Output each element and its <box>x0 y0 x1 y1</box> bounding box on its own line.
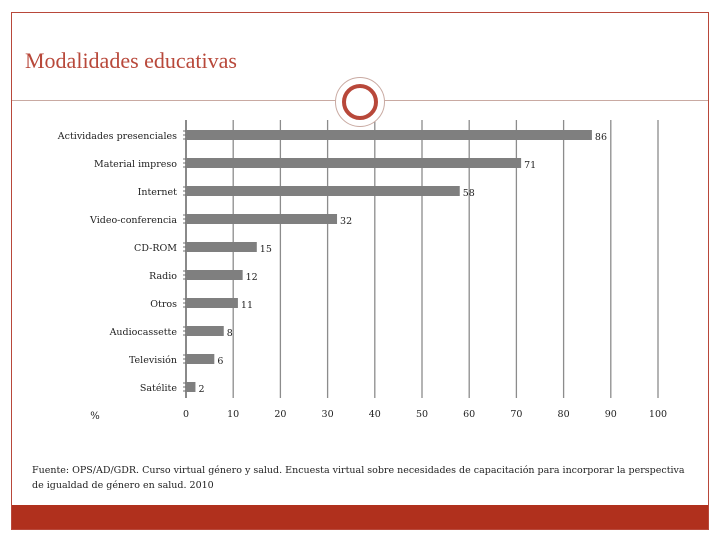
category-label: Video-conferencia <box>89 215 177 226</box>
category-label: Satélite <box>140 383 178 394</box>
slide-frame <box>11 12 709 530</box>
bar <box>186 298 238 308</box>
data-label: 71 <box>524 160 536 171</box>
data-label: 2 <box>198 384 204 395</box>
data-label: 58 <box>463 188 475 199</box>
data-label: 6 <box>217 356 223 367</box>
bar <box>186 270 243 280</box>
category-label: Otros <box>150 299 177 310</box>
bar <box>186 158 522 168</box>
source-note: Fuente: OPS/AD/GDR. Curso virtual género… <box>32 465 685 491</box>
bar <box>186 214 338 224</box>
data-label: 11 <box>241 300 253 311</box>
x-tick-label: 60 <box>463 409 475 420</box>
bar <box>186 326 224 336</box>
x-tick-label: 70 <box>510 409 522 420</box>
x-tick-label: 20 <box>274 409 286 420</box>
data-label: 12 <box>246 272 258 283</box>
bar <box>186 354 215 364</box>
category-labels: Actividades presenciales Material impreso… <box>57 131 178 394</box>
data-label: 86 <box>595 132 607 143</box>
x-tick-label: 50 <box>416 409 428 420</box>
data-label: 8 <box>227 328 233 339</box>
bar <box>186 130 592 140</box>
bottom-accent-band <box>12 505 708 529</box>
bar <box>186 242 257 252</box>
x-axis-label: % <box>90 411 100 422</box>
x-tick-label: 40 <box>369 409 381 420</box>
x-tick-label: 100 <box>649 409 667 420</box>
x-tick-label: 10 <box>227 409 239 420</box>
x-tick-label: 0 <box>183 409 189 420</box>
category-label: CD-ROM <box>134 243 177 254</box>
slide-title: Modalidades educativas <box>25 48 237 73</box>
category-label: Televisión <box>129 355 177 366</box>
category-label: Radio <box>149 271 177 282</box>
data-label: 15 <box>260 244 272 255</box>
ring-inner <box>342 84 378 120</box>
category-label: Internet <box>138 187 178 198</box>
x-tick-label: 80 <box>558 409 570 420</box>
bars <box>186 130 592 392</box>
category-label: Audiocassette <box>109 327 178 338</box>
decorative-ring-icon <box>335 77 385 127</box>
x-tick-label: 30 <box>322 409 334 420</box>
category-label: Actividades presenciales <box>57 131 177 142</box>
x-tick-label: 90 <box>605 409 617 420</box>
bar <box>186 382 196 392</box>
data-label: 32 <box>340 216 352 227</box>
category-label: Material impreso <box>94 159 177 170</box>
bar <box>186 186 460 196</box>
x-tick-labels: 0 10 20 30 40 50 60 70 80 90 100 <box>183 409 667 420</box>
